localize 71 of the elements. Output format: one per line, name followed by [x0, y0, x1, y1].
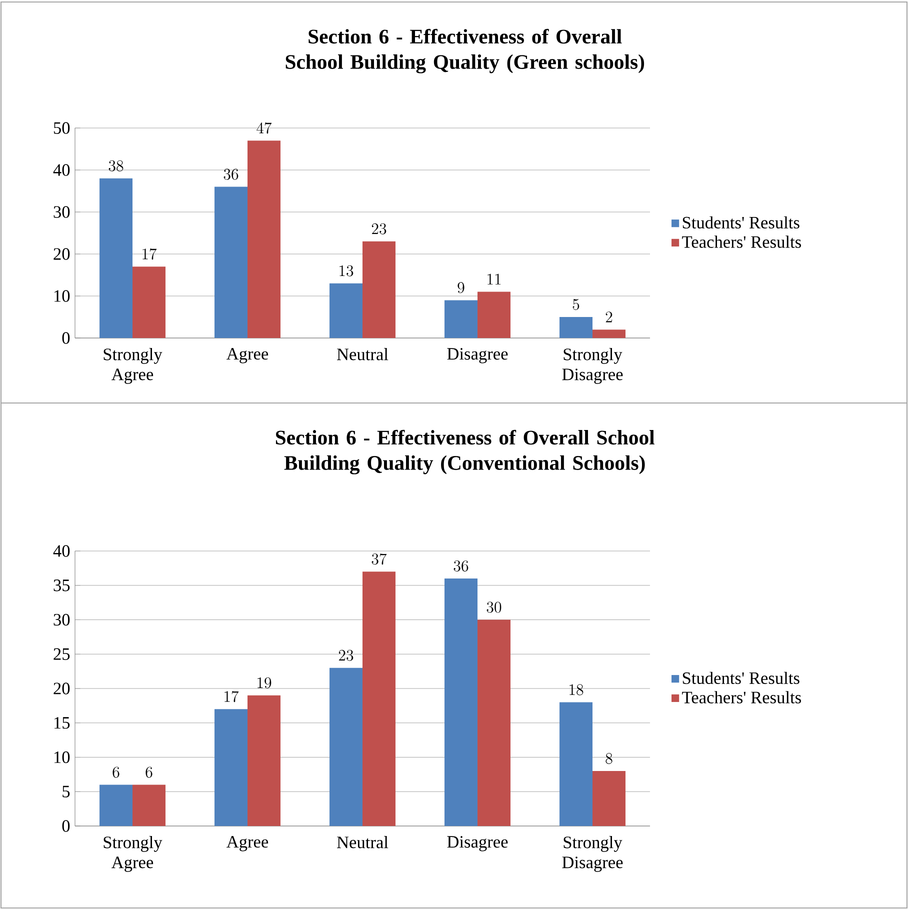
- x-tick-label: Strongly Agree: [104, 348, 162, 384]
- y-tick-label: 25: [54, 648, 70, 660]
- x-tick-label: Disagree: [447, 836, 508, 852]
- y-tick-label: 40: [53, 545, 70, 557]
- bar: [477, 620, 510, 826]
- y-tick-label: 0: [62, 332, 70, 344]
- bar: [330, 283, 362, 338]
- y-tick-label: 30: [54, 614, 70, 626]
- bar: [100, 784, 132, 826]
- y-tick-label: 0: [62, 820, 70, 832]
- data-label: 6: [112, 766, 120, 778]
- bar: [330, 668, 362, 826]
- bar: [444, 300, 478, 338]
- data-label: 6: [146, 766, 152, 778]
- x-tick-label: Neutral: [337, 348, 388, 360]
- x-tick-label: Disagree: [447, 348, 508, 364]
- x-tick-label: Strongly Agree: [104, 836, 162, 872]
- bar: [559, 317, 592, 338]
- x-tick-label: Strongly Disagree: [562, 836, 623, 872]
- x-tick-label: Agree: [226, 348, 268, 364]
- legend-label: Students' Results: [682, 216, 800, 229]
- bar: [214, 186, 248, 338]
- data-label: 38: [108, 160, 124, 172]
- y-tick-label: 10: [54, 290, 70, 302]
- data-label: 18: [570, 684, 584, 696]
- y-tick-label: 10: [54, 751, 70, 764]
- bar: [214, 709, 248, 826]
- data-label: 36: [454, 560, 468, 572]
- data-label: 17: [224, 690, 239, 702]
- y-tick-label: 40: [53, 164, 70, 176]
- legend-label: Teachers' Results: [682, 691, 801, 704]
- x-tick-label: Agree: [226, 836, 268, 852]
- y-tick-label: 30: [54, 206, 70, 218]
- data-label: 23: [372, 223, 386, 234]
- bar: [592, 771, 626, 826]
- y-tick-label: 35: [54, 580, 70, 592]
- bar: [100, 178, 132, 338]
- data-label: 36: [224, 168, 238, 180]
- bar: [132, 266, 166, 338]
- data-label: 47: [256, 122, 272, 134]
- data-label: 8: [606, 752, 612, 764]
- y-tick-label: 15: [54, 717, 70, 729]
- data-label: 17: [142, 248, 157, 260]
- y-tick-label: 20: [54, 682, 70, 694]
- x-tick-label: Neutral: [337, 836, 388, 848]
- y-tick-label: 5: [62, 786, 70, 798]
- bar: [559, 702, 592, 826]
- x-tick-label: Strongly Disagree: [562, 348, 623, 384]
- y-tick-label: 20: [54, 248, 70, 260]
- bar: [247, 695, 280, 826]
- legend-label: Students' Results: [682, 672, 800, 684]
- data-label: 19: [258, 677, 272, 688]
- data-label: 2: [606, 312, 612, 322]
- bar: [362, 572, 396, 826]
- data-label: 5: [572, 299, 580, 310]
- y-tick-label: 50: [54, 122, 70, 134]
- bar: [247, 140, 280, 338]
- bar: [362, 241, 396, 338]
- data-label: 23: [338, 650, 354, 661]
- legend-label: Teachers' Results: [682, 236, 801, 248]
- chart-title: Section 6 - Effectiveness of Overall School Building Quality (Conventional Schools): [276, 430, 654, 474]
- data-label: 30: [486, 602, 502, 613]
- data-label: 13: [340, 265, 354, 276]
- data-label: 9: [458, 282, 464, 294]
- bar: [592, 330, 626, 338]
- bar: [132, 784, 166, 826]
- bar: [477, 292, 510, 338]
- chart-title: Section 6 - Effectiveness of Overall School Building Quality (Green schools): [286, 28, 644, 74]
- bar: [444, 578, 478, 826]
- data-label: 37: [372, 553, 387, 565]
- data-label: 11: [488, 274, 501, 284]
